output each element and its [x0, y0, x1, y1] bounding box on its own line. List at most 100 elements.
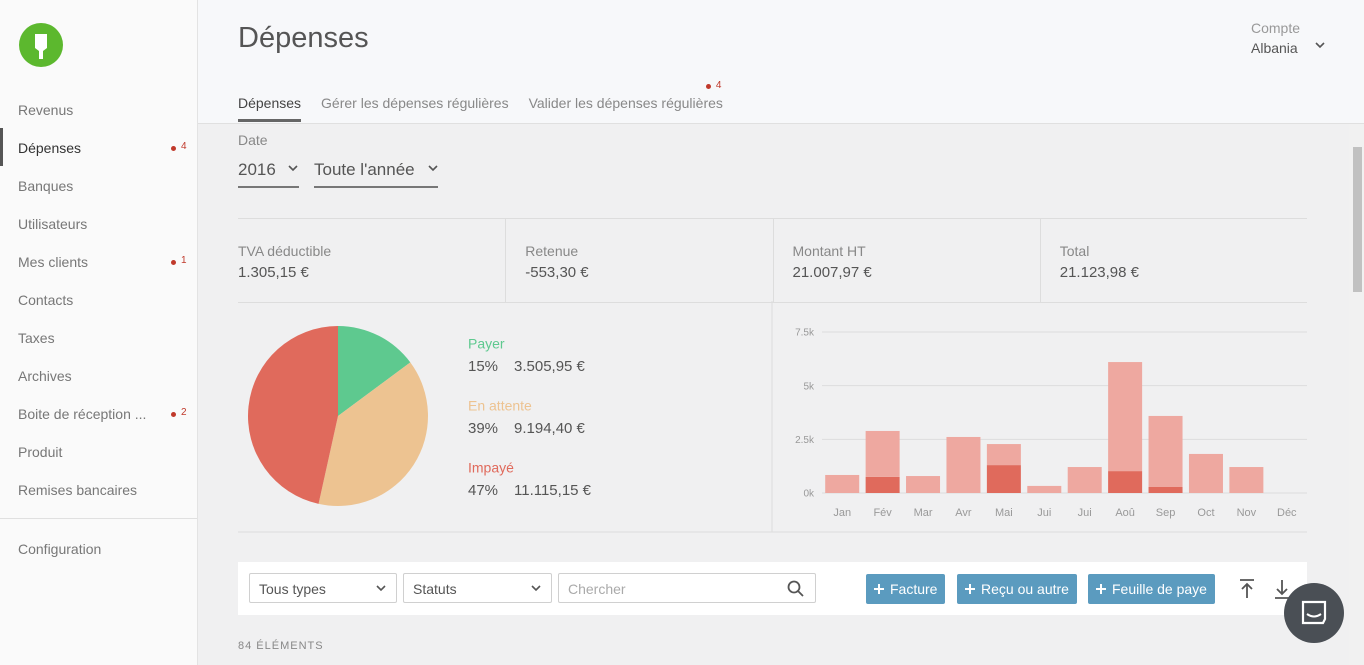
- stat-value: 1.305,15 €: [238, 264, 309, 281]
- x-tick-label: Sep: [1156, 507, 1176, 519]
- active-indicator: [0, 128, 3, 166]
- stat-label: Total: [1059, 243, 1090, 259]
- bar: [1229, 467, 1264, 493]
- tab-underline: [238, 119, 302, 122]
- nav-item[interactable]: Dépenses: [18, 140, 82, 156]
- x-tick-label: Déc: [1277, 507, 1297, 519]
- pie-slice: [338, 326, 411, 416]
- account-select[interactable]: Albania: [1251, 40, 1298, 56]
- nav-item[interactable]: Revenus: [18, 102, 74, 118]
- nav-item[interactable]: Configuration: [18, 541, 102, 557]
- bar: [986, 444, 1021, 466]
- stat-value: 21.123,98 €: [1059, 264, 1139, 281]
- nav-item[interactable]: Remises bancaires: [18, 482, 138, 498]
- sidebar: Configuration Revenus Dépenses 4 Banques Uti…: [0, 0, 198, 665]
- nav-item[interactable]: Utilisateurs: [18, 216, 88, 232]
- x-tick-label: Jan: [833, 507, 851, 519]
- page-title: Dépenses: [238, 22, 369, 54]
- button-label: Reçu ou autre: [981, 581, 1069, 597]
- bar: [1027, 485, 1062, 493]
- stat-label: Montant HT: [792, 243, 866, 259]
- legend-label: En attente: [468, 398, 532, 414]
- add-button[interactable]: Feuille de paye: [1088, 574, 1215, 604]
- bar: [865, 430, 900, 477]
- y-tick-label: 5k: [803, 381, 815, 392]
- nav-item[interactable]: Mes clients: [18, 254, 89, 270]
- header: Dépenses Compte Albania: [198, 0, 1364, 124]
- bar: [1067, 467, 1102, 493]
- add-button[interactable]: Reçu ou autre: [957, 574, 1077, 604]
- chevron: [531, 585, 541, 592]
- chevron: [428, 165, 438, 172]
- upload-icon[interactable]: [1238, 578, 1256, 600]
- nav-item[interactable]: Produit: [18, 444, 63, 460]
- scroll-thumb[interactable]: [1353, 147, 1362, 292]
- legend-percent: 39%: [468, 420, 498, 437]
- bar: [1148, 486, 1183, 493]
- nav-item[interactable]: Banques: [18, 178, 74, 194]
- badge-dot: [705, 84, 711, 89]
- bar: [1188, 453, 1223, 493]
- stat-value: 21.007,97 €: [792, 264, 872, 281]
- badge: 1: [181, 255, 187, 266]
- bar: [1108, 471, 1143, 493]
- plus-icon: [874, 584, 884, 594]
- bar: [986, 465, 1021, 493]
- stat-label: Retenue: [525, 243, 579, 259]
- year-select[interactable]: 2016: [238, 160, 299, 188]
- chevron: [1315, 42, 1325, 49]
- stat-label: TVA déductible: [238, 243, 332, 259]
- badge-dot: [171, 412, 176, 417]
- add-button[interactable]: Facture: [866, 574, 946, 604]
- divider: [505, 219, 507, 302]
- legend-amount: 9.194,40 €: [514, 420, 586, 437]
- badge: 2: [181, 407, 187, 418]
- separator: [0, 518, 197, 519]
- y-tick-label: 0k: [803, 489, 815, 500]
- x-tick-label: Fév: [873, 507, 892, 519]
- toolbar: Tous types Statuts Chercher Facture Reçu …: [238, 562, 1307, 615]
- nav-item[interactable]: Archives: [18, 368, 72, 384]
- bar: [825, 474, 860, 493]
- x-tick-label: Jui: [1037, 507, 1051, 519]
- bar: [946, 436, 981, 493]
- badge-dot: [171, 146, 176, 151]
- nav-item[interactable]: Taxes: [18, 330, 55, 346]
- nav-item[interactable]: Contacts: [18, 292, 74, 308]
- button-label: Facture: [890, 581, 938, 597]
- search-input[interactable]: Chercher: [558, 573, 816, 603]
- legend-amount: 11.115,15 €: [514, 482, 592, 499]
- tab[interactable]: Valider les dépenses régulières: [528, 95, 723, 111]
- bar: [906, 476, 941, 493]
- divider: [772, 219, 774, 302]
- period-select[interactable]: Toute l'année: [314, 160, 438, 188]
- plus-icon: [965, 584, 975, 594]
- account-label: Compte: [1251, 20, 1301, 36]
- period: Toute l'année: [314, 160, 415, 179]
- x-tick-label: Mai: [995, 507, 1013, 519]
- nav-item[interactable]: Boite de réception ...: [18, 406, 147, 422]
- x-tick-label: Avr: [955, 507, 972, 519]
- x-tick-label: Aoû: [1115, 507, 1135, 519]
- legend-percent: 15%: [468, 358, 498, 375]
- divider: [1039, 219, 1041, 302]
- tab[interactable]: Dépenses: [238, 95, 302, 111]
- chat-button[interactable]: [1284, 583, 1344, 643]
- pie-slice: [318, 362, 429, 507]
- x-tick-label: Jui: [1078, 507, 1092, 519]
- tab[interactable]: Gérer les dépenses régulières: [321, 95, 509, 111]
- search-icon[interactable]: [787, 580, 805, 598]
- scrollbar: [1349, 124, 1364, 665]
- item-count: 84 ÉLÉMENTS: [238, 640, 324, 652]
- x-tick-label: Oct: [1197, 507, 1214, 519]
- x-tick-label: Mar: [914, 507, 933, 519]
- type-select[interactable]: Tous types: [249, 573, 397, 603]
- pie-slice: [248, 326, 338, 504]
- download-icon[interactable]: [1273, 578, 1291, 600]
- bar: [1148, 415, 1183, 487]
- badge-dot: [171, 260, 176, 265]
- button-label: Feuille de paye: [1112, 581, 1207, 597]
- status-select[interactable]: Statuts: [403, 573, 552, 603]
- chevron: [376, 585, 386, 592]
